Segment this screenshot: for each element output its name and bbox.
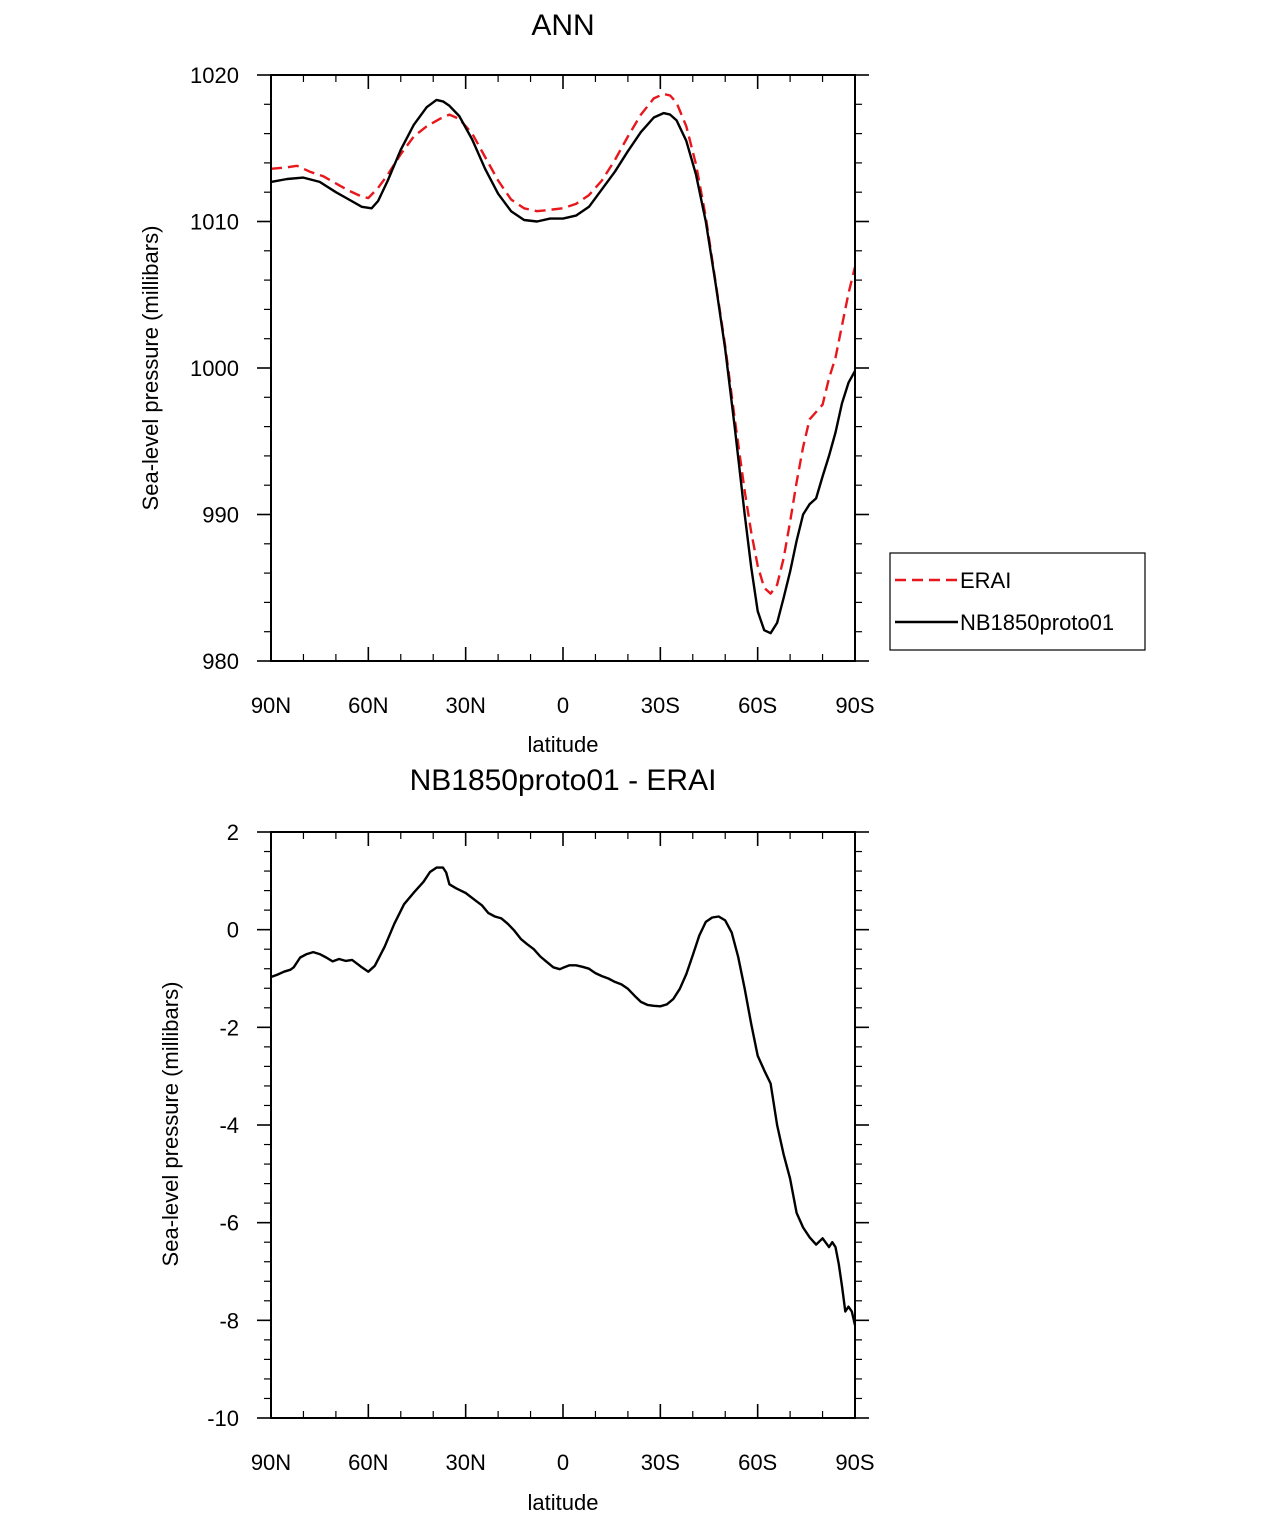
y-tick-label: 1020 <box>190 63 239 88</box>
y-tick-label: -4 <box>219 1113 239 1138</box>
legend-box <box>889 552 1146 651</box>
y-tick-label: -6 <box>219 1211 239 1236</box>
x-tick-label: 30S <box>641 693 680 718</box>
y-tick-label: 1000 <box>190 356 239 381</box>
x-tick-label: 0 <box>557 693 569 718</box>
x-tick-label: 60N <box>348 1450 388 1475</box>
series-line-erai <box>270 92 857 595</box>
x-tick-label: 0 <box>557 1450 569 1475</box>
y-tick-label: 2 <box>227 820 239 845</box>
y-tick-label: 1010 <box>190 210 239 235</box>
y-tick-label: -8 <box>219 1308 239 1333</box>
series-line-nb1850proto01 <box>270 98 857 635</box>
plot-frame <box>270 74 856 662</box>
x-axis-label: latitude <box>528 1490 599 1515</box>
x-tick-label: 30S <box>641 1450 680 1475</box>
x-tick-label: 60S <box>738 693 777 718</box>
y-axis-label: Sea-level pressure (millibars) <box>158 982 183 1267</box>
x-tick-label: 90S <box>835 1450 874 1475</box>
difference-chart: NB1850proto01 - ERAI Sea-level pressure … <box>158 764 875 1515</box>
y-tick-label: 990 <box>202 503 239 528</box>
y-tick-label: 980 <box>202 649 239 674</box>
x-axis-label: latitude <box>528 732 599 757</box>
legend-label-nb1850proto01: NB1850proto01 <box>960 610 1114 635</box>
chart-title: ANN <box>531 9 594 42</box>
y-tick-label: -2 <box>219 1015 239 1040</box>
series-line-nb1850proto01-erai <box>270 866 857 1326</box>
chart-title: NB1850proto01 - ERAI <box>410 764 717 797</box>
x-tick-label: 90N <box>251 1450 291 1475</box>
x-tick-label: 60N <box>348 693 388 718</box>
x-tick-label: 30N <box>445 693 485 718</box>
y-axis-label: Sea-level pressure (millibars) <box>138 226 163 511</box>
y-tick-label: -10 <box>207 1406 239 1431</box>
legend: ERAI NB1850proto01 <box>889 552 1146 651</box>
plot-frame <box>270 831 856 1419</box>
y-tick-label: 0 <box>227 918 239 943</box>
x-tick-label: 60S <box>738 1450 777 1475</box>
sea-level-pressure-chart: ANN Sea-level pressure (millibars) latit… <box>138 9 1146 757</box>
legend-label-erai: ERAI <box>960 568 1011 593</box>
x-tick-label: 90N <box>251 693 291 718</box>
x-tick-label: 30N <box>445 1450 485 1475</box>
x-tick-label: 90S <box>835 693 874 718</box>
